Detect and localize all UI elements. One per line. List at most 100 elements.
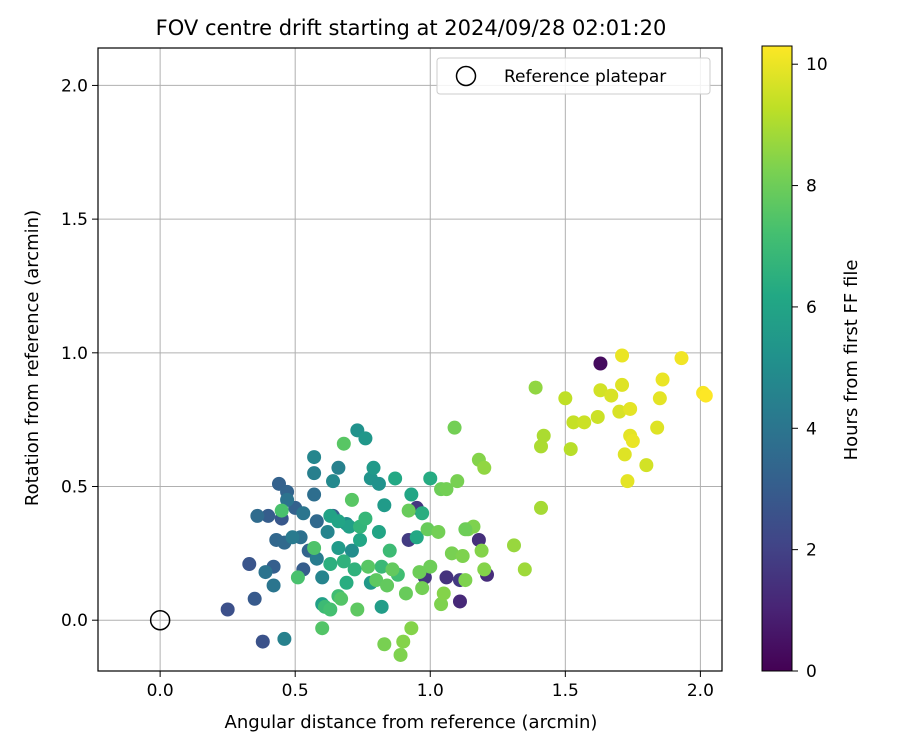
colorbar-tick-label: 0	[806, 662, 817, 682]
data-point	[358, 511, 373, 526]
data-point	[315, 570, 330, 585]
y-axis-ticks: 0.0 0.5 1.0 1.5 2.0	[61, 76, 98, 631]
colorbar-tick-label: 6	[806, 298, 817, 318]
colorbar-tick-label: 10	[806, 55, 828, 75]
data-point	[344, 543, 359, 558]
data-point	[455, 549, 470, 564]
y-tick-label: 0.0	[61, 611, 88, 631]
data-point	[593, 383, 608, 398]
data-point	[261, 508, 276, 523]
plot-area-frame	[97, 47, 723, 672]
data-point	[652, 391, 667, 406]
data-point	[477, 460, 492, 475]
data-point	[371, 524, 386, 539]
reference-marker	[149, 609, 171, 631]
data-point	[266, 578, 281, 593]
data-point	[474, 543, 489, 558]
grid	[98, 48, 722, 671]
data-point	[639, 458, 654, 473]
data-point	[415, 581, 430, 596]
data-point	[220, 602, 235, 617]
data-point	[420, 522, 435, 537]
y-tick-label: 1.5	[61, 210, 88, 230]
data-point	[617, 447, 632, 462]
data-point	[307, 466, 322, 481]
y-tick-label: 1.0	[61, 344, 88, 364]
data-point	[447, 420, 462, 435]
data-point	[625, 434, 640, 449]
data-point	[309, 551, 324, 566]
data-point	[444, 546, 459, 561]
data-point	[431, 524, 446, 539]
data-point	[615, 377, 630, 392]
data-point	[401, 503, 416, 518]
colorbar-label: Hours from first FF file	[841, 260, 862, 461]
data-point	[423, 471, 438, 486]
data-point	[674, 351, 689, 366]
data-point	[615, 348, 630, 363]
data-point	[342, 519, 357, 534]
data-point	[404, 621, 419, 636]
x-tick-label: 0.0	[147, 681, 174, 701]
data-point	[374, 559, 389, 574]
data-point	[336, 436, 351, 451]
data-point	[290, 570, 305, 585]
y-tick-label: 0.5	[61, 478, 88, 498]
reference-point	[149, 609, 171, 631]
data-point	[247, 591, 262, 606]
data-point	[344, 492, 359, 507]
data-point	[577, 415, 592, 430]
data-point	[309, 514, 324, 529]
data-point	[409, 530, 424, 545]
legend-marker	[455, 65, 477, 87]
data-point	[439, 570, 454, 585]
data-point	[374, 599, 389, 614]
data-point	[393, 647, 408, 662]
data-point	[339, 575, 354, 590]
data-point	[698, 388, 713, 403]
data-point	[258, 565, 273, 580]
data-point	[396, 634, 411, 649]
data-point	[334, 591, 349, 606]
data-point	[439, 482, 454, 497]
colorbar-gradient	[761, 45, 793, 672]
data-point	[471, 532, 486, 547]
data-point	[320, 524, 335, 539]
data-point	[388, 471, 403, 486]
data-point	[323, 602, 338, 617]
data-point	[315, 621, 330, 636]
data-point	[380, 578, 395, 593]
y-tick-label: 2.0	[61, 76, 88, 96]
data-point	[655, 372, 670, 387]
data-point	[353, 532, 368, 547]
data-point	[458, 522, 473, 537]
data-point	[434, 597, 449, 612]
data-point	[558, 391, 573, 406]
x-tick-label: 0.5	[282, 681, 309, 701]
data-point	[423, 559, 438, 574]
data-point	[477, 562, 492, 577]
data-point	[307, 541, 322, 556]
data-point	[404, 487, 419, 502]
colorbar-tick-label: 8	[806, 177, 817, 197]
data-point	[517, 562, 532, 577]
data-point	[285, 530, 300, 545]
x-tick-label: 1.0	[417, 681, 444, 701]
data-point	[593, 356, 608, 371]
data-point	[534, 500, 549, 515]
data-point	[347, 562, 362, 577]
legend: Reference platepar	[436, 57, 711, 95]
data-point	[369, 573, 384, 588]
data-point	[604, 388, 619, 403]
data-point	[326, 474, 341, 489]
data-point	[436, 586, 451, 601]
colorbar-tick-label: 4	[806, 419, 817, 439]
data-point	[331, 541, 346, 556]
colorbar-ticks: 0 2 4 6 8 10	[792, 55, 828, 682]
data-point	[377, 498, 392, 513]
data-point	[336, 554, 351, 569]
data-point	[331, 514, 346, 529]
data-point	[371, 476, 386, 491]
data-point	[623, 401, 638, 416]
